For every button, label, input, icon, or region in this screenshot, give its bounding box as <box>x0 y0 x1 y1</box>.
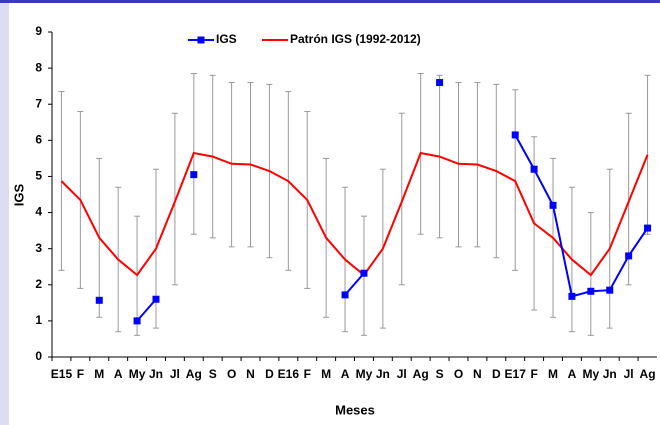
point <box>436 79 444 87</box>
point <box>549 201 557 209</box>
point <box>95 296 103 304</box>
point <box>625 252 633 260</box>
x-tick-label: A <box>114 367 123 381</box>
point <box>587 287 595 295</box>
legend-label: IGS <box>216 32 237 46</box>
x-tick-label: Ag <box>413 367 429 381</box>
legend-marker <box>197 36 205 44</box>
x-tick-label: D <box>265 367 274 381</box>
x-tick-label: M <box>321 367 331 381</box>
x-tick-label: My <box>356 367 373 381</box>
y-tick-label: 9 <box>35 24 42 38</box>
x-tick-label: M <box>94 367 104 381</box>
point <box>530 165 538 173</box>
x-tick-label: Jn <box>603 367 617 381</box>
point <box>644 224 652 232</box>
x-tick-label: E16 <box>278 367 300 381</box>
x-tick-label: Ag <box>186 367 202 381</box>
y-tick-label: 6 <box>35 133 42 147</box>
series-line <box>136 134 649 322</box>
point <box>133 317 141 325</box>
point <box>190 171 198 179</box>
y-tick-label: 8 <box>35 60 42 74</box>
x-tick-label: M <box>548 367 558 381</box>
x-tick-label: My <box>582 367 599 381</box>
x-tick-label: A <box>568 367 577 381</box>
x-tick-label: O <box>227 367 236 381</box>
x-tick-label: F <box>530 367 537 381</box>
side-strip <box>0 0 9 425</box>
x-tick-label: A <box>341 367 350 381</box>
point <box>360 269 368 277</box>
x-tick-label: Jn <box>376 367 390 381</box>
y-tick-label: 1 <box>35 313 42 327</box>
series-line <box>60 151 649 277</box>
x-tick-label: F <box>304 367 311 381</box>
y-tick-label: 3 <box>35 241 42 255</box>
point <box>152 295 160 303</box>
x-tick-label: S <box>209 367 217 381</box>
legend-label: Patrón IGS (1992-2012) <box>290 32 421 46</box>
x-axis-label: Meses <box>335 402 375 417</box>
x-tick-label: Ag <box>640 367 656 381</box>
x-tick-label: S <box>436 367 444 381</box>
x-tick-label: N <box>246 367 255 381</box>
point <box>606 286 614 294</box>
x-tick-label: Jl <box>170 367 180 381</box>
point <box>511 131 519 139</box>
y-tick-label: 2 <box>35 277 42 291</box>
x-tick-label: My <box>129 367 146 381</box>
x-tick-label: O <box>454 367 463 381</box>
y-tick-label: 5 <box>35 169 42 183</box>
x-tick-label: N <box>473 367 482 381</box>
point <box>341 291 349 299</box>
x-tick-label: D <box>492 367 501 381</box>
x-tick-label: Jn <box>149 367 163 381</box>
top-rule <box>0 0 660 3</box>
point <box>568 292 576 300</box>
y-tick-label: 0 <box>35 349 42 363</box>
x-tick-label: Jl <box>624 367 634 381</box>
y-tick-label: 4 <box>35 205 42 219</box>
x-tick-label: E17 <box>505 367 527 381</box>
x-tick-label: E15 <box>51 367 73 381</box>
x-tick-label: Jl <box>397 367 407 381</box>
y-tick-label: 7 <box>35 96 42 110</box>
x-tick-label: F <box>77 367 84 381</box>
y-axis-label: IGS <box>11 183 26 206</box>
